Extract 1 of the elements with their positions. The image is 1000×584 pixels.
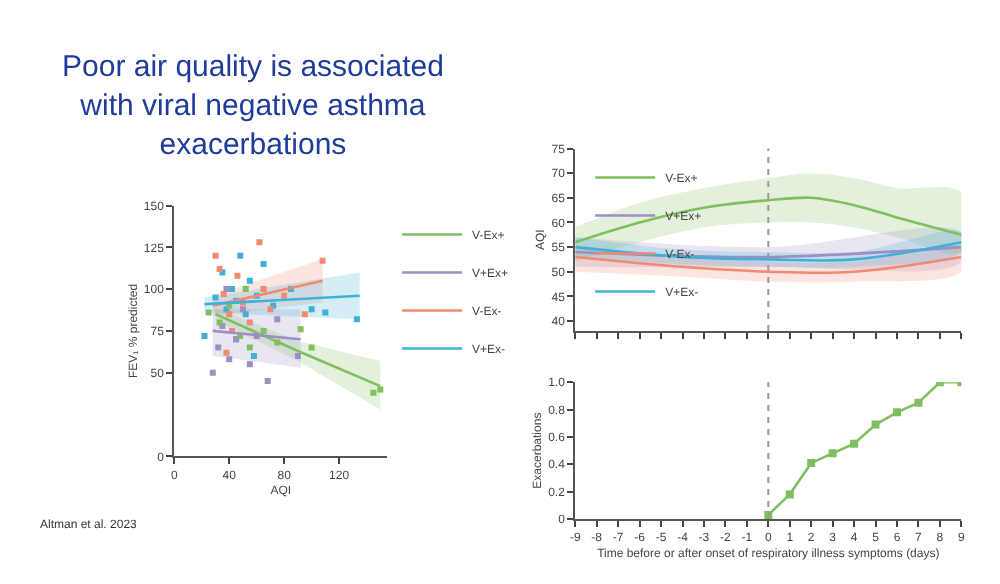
chart-title: Poor air quality is associated with viral negative asthma exacerbations <box>62 50 444 162</box>
